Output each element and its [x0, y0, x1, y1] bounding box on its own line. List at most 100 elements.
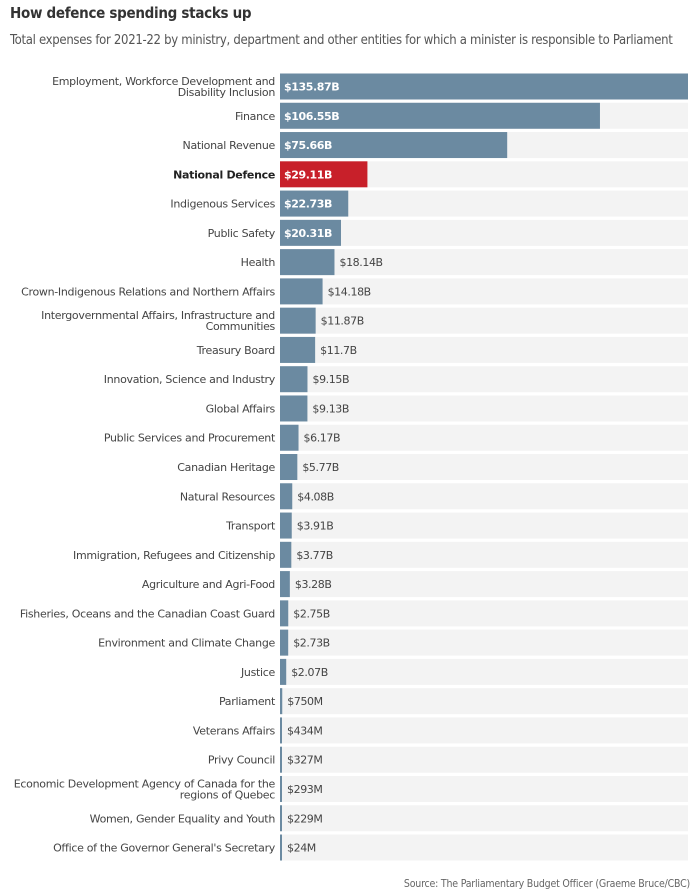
category-label: National Defence: [173, 168, 275, 181]
category-label: Justice: [240, 666, 276, 679]
bar: [280, 190, 349, 217]
bar-track: [280, 775, 688, 802]
data-label: $9.13B: [312, 402, 349, 415]
data-label: $11.7B: [320, 344, 357, 357]
data-label: $750M: [287, 695, 323, 708]
bar: [280, 336, 316, 363]
bar: [280, 102, 600, 129]
category-label: Public Safety: [208, 227, 276, 240]
category-label: Economic Development Agency of Canada fo…: [14, 777, 276, 801]
data-label: $75.66B: [284, 139, 332, 152]
data-label: $3.28B: [295, 578, 332, 591]
bar-track: [280, 219, 688, 246]
bar-track: [280, 249, 688, 276]
category-label: Women, Gender Equality and Youth: [90, 812, 276, 825]
data-label: $293M: [287, 783, 323, 796]
data-label: $434M: [287, 724, 323, 737]
bar-track: [280, 600, 688, 627]
bar-track: [280, 483, 688, 510]
category-label: Office of the Governor General's Secreta…: [53, 842, 276, 855]
bar: [280, 717, 282, 744]
category-label: Canadian Heritage: [177, 461, 275, 474]
bar: [280, 541, 292, 568]
bar-track: [280, 629, 688, 656]
data-label: $135.87B: [284, 81, 339, 94]
bar-track: [280, 571, 688, 598]
category-label: Health: [241, 256, 276, 269]
bar-track: [280, 834, 688, 861]
category-label: Indigenous Services: [170, 198, 275, 211]
bar: [280, 600, 289, 627]
bar: [280, 629, 289, 656]
data-label: $2.73B: [293, 637, 330, 650]
category-label: Privy Council: [208, 754, 275, 767]
bar: [280, 775, 282, 802]
category-label: Treasury Board: [196, 344, 275, 357]
bar-track: [280, 658, 688, 685]
bar: [280, 73, 688, 100]
bar-track: [280, 541, 688, 568]
bar: [280, 278, 323, 305]
category-label: Finance: [235, 110, 276, 123]
data-label: $229M: [287, 812, 323, 825]
bar: [280, 571, 290, 598]
data-label: $22.73B: [284, 198, 332, 211]
bar-track: [280, 307, 688, 334]
data-label: $24M: [287, 842, 316, 855]
bar-track: [280, 746, 688, 773]
data-label: $327M: [287, 754, 323, 767]
data-label: $3.77B: [296, 549, 333, 562]
bar-track: [280, 278, 688, 305]
chart-title: How defence spending stacks up: [10, 4, 252, 22]
data-label: $2.75B: [293, 607, 330, 620]
data-label: $20.31B: [284, 227, 332, 240]
bar: [280, 132, 508, 159]
bar: [280, 219, 341, 246]
bar-track: [280, 805, 688, 832]
bar-track: [280, 395, 688, 422]
category-label: Employment, Workforce Development and Dis…: [52, 75, 275, 99]
category-label: Environment and Climate Change: [98, 637, 275, 650]
data-label: $2.07B: [291, 666, 328, 679]
bar: [280, 454, 298, 481]
bar-track: [280, 424, 688, 451]
bar-track: [280, 336, 688, 363]
data-label: $29.11B: [284, 168, 332, 181]
category-label: Agriculture and Agri-Food: [142, 578, 275, 591]
bar: [280, 307, 316, 334]
bar-track: [280, 454, 688, 481]
data-label: $6.17B: [304, 432, 341, 445]
chart-subtitle: Total expenses for 2021-22 by ministry, …: [10, 33, 673, 48]
bar: [280, 366, 308, 393]
bar: [280, 834, 282, 861]
data-label: $4.08B: [297, 490, 334, 503]
category-label: Natural Resources: [180, 490, 276, 503]
bar-track: [280, 688, 688, 715]
data-label: $18.14B: [339, 256, 382, 269]
data-label: $14.18B: [328, 285, 371, 298]
category-label: Global Affairs: [206, 402, 276, 415]
category-label: Crown-Indigenous Relations and Northern …: [21, 285, 275, 298]
category-label: Innovation, Science and Industry: [104, 373, 276, 386]
bar: [280, 658, 287, 685]
bar: [280, 688, 283, 715]
bar: [280, 512, 292, 539]
bar: [280, 161, 368, 188]
bar: [280, 483, 293, 510]
category-label: Public Services and Procurement: [104, 432, 276, 445]
source-note: Source: The Parliamentary Budget Officer…: [403, 878, 690, 890]
data-label: $106.55B: [284, 110, 339, 123]
bar: [280, 805, 282, 832]
bar: [280, 249, 335, 276]
data-label: $5.77B: [302, 461, 339, 474]
data-label: $3.91B: [297, 520, 334, 533]
bar: [280, 395, 308, 422]
category-label: Immigration, Refugees and Citizenship: [73, 549, 275, 562]
data-label: $11.87B: [321, 315, 364, 328]
category-label: Parliament: [219, 695, 276, 708]
category-label: National Revenue: [183, 139, 276, 152]
category-label: Veterans Affairs: [193, 724, 276, 737]
category-label: Fisheries, Oceans and the Canadian Coast…: [20, 607, 275, 620]
category-label: Transport: [225, 520, 276, 533]
